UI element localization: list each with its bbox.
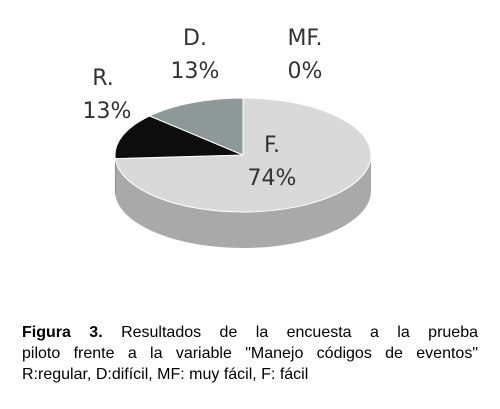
category-label: F. <box>264 133 280 158</box>
caption-text: Resultados de la encuesta a la prueba <box>121 324 478 341</box>
value-label: 74% <box>248 166 297 191</box>
caption-text: R:regular, D:difícil, MF: muy fácil, F: … <box>22 366 309 383</box>
category-label: MF. <box>287 26 322 51</box>
pie-side <box>115 155 371 248</box>
value-label: 13% <box>171 59 220 84</box>
caption: Figura 3. Resultados de la encuesta a la… <box>22 322 478 385</box>
category-label: D. <box>183 26 207 51</box>
chart: F. 74% R. 13% D. 13% MF. 0% <box>83 26 372 248</box>
pie-slice <box>114 115 244 160</box>
value-label: 0% <box>288 59 323 84</box>
category-label: R. <box>92 66 114 91</box>
caption-line: R:regular, D:difícil, MF: muy fácil, F: … <box>22 364 478 385</box>
caption-label: Figura 3. <box>22 324 103 341</box>
caption-line: Figura 3. Resultados de la encuesta a la… <box>22 322 478 343</box>
caption-text: piloto frente a la variable "Manejo códi… <box>22 345 478 362</box>
caption-line: piloto frente a la variable "Manejo códi… <box>22 343 478 364</box>
value-label: 13% <box>83 99 132 124</box>
pie-sides <box>115 155 371 248</box>
pie-slice <box>148 97 244 156</box>
